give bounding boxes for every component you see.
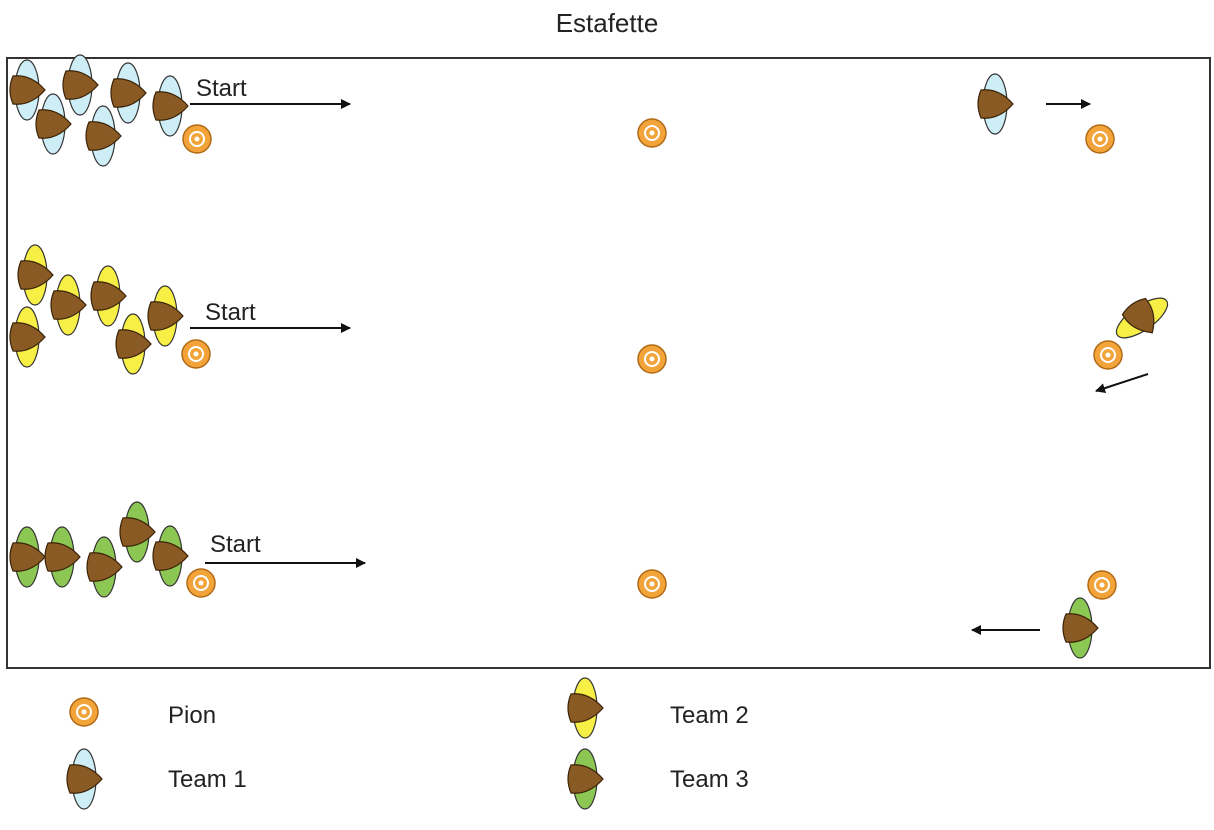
player-team3 xyxy=(9,526,46,588)
pion-cone-icon xyxy=(186,568,216,598)
pion-cone-icon xyxy=(1087,570,1117,600)
players-layer xyxy=(9,54,1169,659)
legend-team2-label: Team 2 xyxy=(670,702,749,729)
player-team2 xyxy=(147,285,184,347)
start-label-team2: Start xyxy=(205,299,256,326)
player-team1 xyxy=(9,59,46,121)
pion-cone-icon xyxy=(637,344,667,374)
player-team1 xyxy=(35,93,72,155)
player-team2 xyxy=(17,244,54,306)
legend-team1-icon xyxy=(66,748,103,810)
pion-cone-icon xyxy=(637,569,667,599)
player-team1 xyxy=(62,54,99,116)
player-team1 xyxy=(85,105,122,167)
player-team3 xyxy=(119,501,156,563)
pion-cone-icon xyxy=(637,118,667,148)
field-border xyxy=(6,57,1211,669)
player-team1 xyxy=(152,75,189,137)
player-team1 xyxy=(110,62,147,124)
pion-cone-icon xyxy=(181,339,211,369)
pion-cone-icon xyxy=(1085,124,1115,154)
legend-pion-label: Pion xyxy=(168,702,216,729)
diagram-title: Estafette xyxy=(556,8,659,38)
pion-cone-icon xyxy=(1093,340,1123,370)
player-team2 xyxy=(9,306,46,368)
start-label-team3: Start xyxy=(210,531,261,558)
player-team2 xyxy=(115,313,152,375)
legend-team3-icon xyxy=(567,748,604,810)
player-team1 xyxy=(977,73,1014,135)
legend-pion-icon xyxy=(69,697,99,727)
player-team3 xyxy=(152,525,189,587)
pion-cone-icon xyxy=(182,124,212,154)
player-team2 xyxy=(90,265,127,327)
player-team2 xyxy=(1115,297,1169,339)
player-team3 xyxy=(44,526,81,588)
legend xyxy=(66,677,604,810)
player-team3 xyxy=(1062,597,1099,659)
player-team3 xyxy=(86,536,123,598)
legend-team3-label: Team 3 xyxy=(670,766,749,793)
legend-team1-label: Team 1 xyxy=(168,766,247,793)
player-team2 xyxy=(50,274,87,336)
legend-team2-icon xyxy=(567,677,604,739)
move-arrow-team2 xyxy=(1095,373,1149,393)
start-label-team1: Start xyxy=(196,75,247,102)
cones-layer xyxy=(181,118,1123,600)
